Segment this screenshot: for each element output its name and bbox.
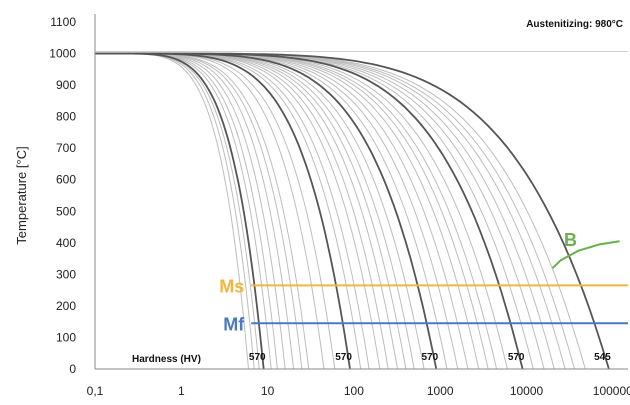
hardness-value: 545 [594,352,611,363]
cooling-curve-light [95,53,448,370]
cooling-curve-light [95,53,295,370]
cooling-curve-dark [95,52,610,370]
x-tick-label: 0,1 [87,384,104,398]
cooling-curve-light [95,53,566,370]
y-tick-label: 100 [56,330,76,344]
chart-labels: Austenitizing: 980°C Ms Mf B Hardness (HV) 57… [132,19,623,365]
y-tick-label: 700 [56,141,76,155]
phase-label-mf: Mf [223,314,245,334]
cooling-curve-light [95,53,555,370]
x-tick-label: 10000 [510,384,544,398]
hardness-value: 570 [335,352,352,363]
x-tick-label: 100 [344,384,364,398]
hardness-label: Hardness (HV) [132,354,201,365]
y-tick-label: 600 [56,173,76,187]
x-tick-label: 10 [261,384,275,398]
cooling-curve-light [95,53,575,370]
y-tick-label: 500 [56,204,76,218]
y-tick-label: 0 [69,362,76,376]
phase-label-ms: Ms [219,276,244,296]
cooling-curve-light [95,53,310,370]
x-tick-label: 1 [178,384,185,398]
y-tick-label: 300 [56,267,76,281]
y-tick-label: 1000 [49,47,76,61]
y-tick-label: 900 [56,78,76,92]
cooling-curve-light [95,53,272,370]
cooling-curve-light [95,53,586,370]
x-tick-label: 100000 [593,384,630,398]
hardness-value: 570 [508,352,525,363]
y-tick-label: 400 [56,236,76,250]
phase-lines [251,240,628,325]
hardness-value: 570 [249,352,266,363]
y-tick-label: 800 [56,110,76,124]
cooling-curve-light [95,53,480,370]
light-cooling-curves [95,53,586,370]
cooling-curve-light [95,53,508,370]
bainite-label: B [564,230,577,250]
dark-cooling-curves [95,52,610,370]
hardness-value: 570 [422,352,439,363]
y-tick-label: 200 [56,299,76,313]
y-tick-label: 1100 [50,15,76,29]
austenitizing-note: Austenitizing: 980°C [526,19,623,30]
bainite-curve [551,240,620,269]
cooling-curve-light [95,53,489,370]
x-tick-label: 1000 [427,384,454,398]
cooling-curve-light [95,53,303,370]
cooling-curve-light [95,53,469,370]
y-axis-title: Temperature [°C] [14,146,29,244]
